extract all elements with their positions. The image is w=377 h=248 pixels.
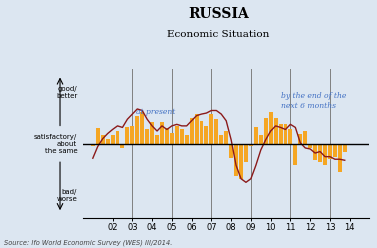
Bar [328,144,332,159]
Bar [318,144,322,162]
Bar [110,135,115,144]
Bar [229,144,233,158]
Bar [219,135,223,144]
Text: at present: at present [136,108,176,116]
Bar [170,132,174,144]
Bar [343,144,347,152]
Bar [150,122,154,144]
Text: bad/
worse: bad/ worse [57,189,77,202]
Bar [239,144,243,179]
Bar [135,116,139,144]
Text: Economic Situation: Economic Situation [167,30,270,39]
Bar [298,134,302,144]
Bar [234,144,238,176]
Bar [160,122,164,144]
Bar [254,127,258,144]
Bar [209,114,213,144]
Bar [215,119,218,144]
Bar [130,126,134,144]
Bar [333,144,337,157]
Bar [293,144,297,165]
Text: Source: Ifo World Economic Survey (WES) III/2014.: Source: Ifo World Economic Survey (WES) … [4,239,172,246]
Bar [126,127,129,144]
Text: satisfactory/
about
the same: satisfactory/ about the same [34,134,77,154]
Bar [288,129,293,144]
Text: by the end of the
next 6 months: by the end of the next 6 months [280,92,346,110]
Bar [91,144,95,146]
Bar [274,118,277,144]
Bar [204,126,208,144]
Bar [259,135,263,144]
Bar [121,144,124,148]
Text: good/
better: good/ better [56,86,77,99]
Bar [323,144,327,165]
Bar [249,144,253,146]
Bar [106,139,110,144]
Text: RUSSIA: RUSSIA [188,7,249,21]
Bar [155,135,159,144]
Bar [175,126,179,144]
Bar [140,112,144,144]
Bar [264,118,268,144]
Bar [308,144,312,148]
Bar [115,131,120,144]
Bar [224,131,228,144]
Bar [180,129,184,144]
Bar [199,121,204,144]
Bar [313,144,317,160]
Bar [269,112,273,144]
Bar [165,128,169,144]
Bar [195,114,199,144]
Bar [190,118,194,144]
Bar [96,128,100,144]
Bar [279,124,282,144]
Bar [284,124,287,144]
Bar [303,131,307,144]
Bar [338,144,342,172]
Bar [101,135,105,144]
Bar [145,129,149,144]
Bar [244,144,248,162]
Bar [185,135,188,144]
